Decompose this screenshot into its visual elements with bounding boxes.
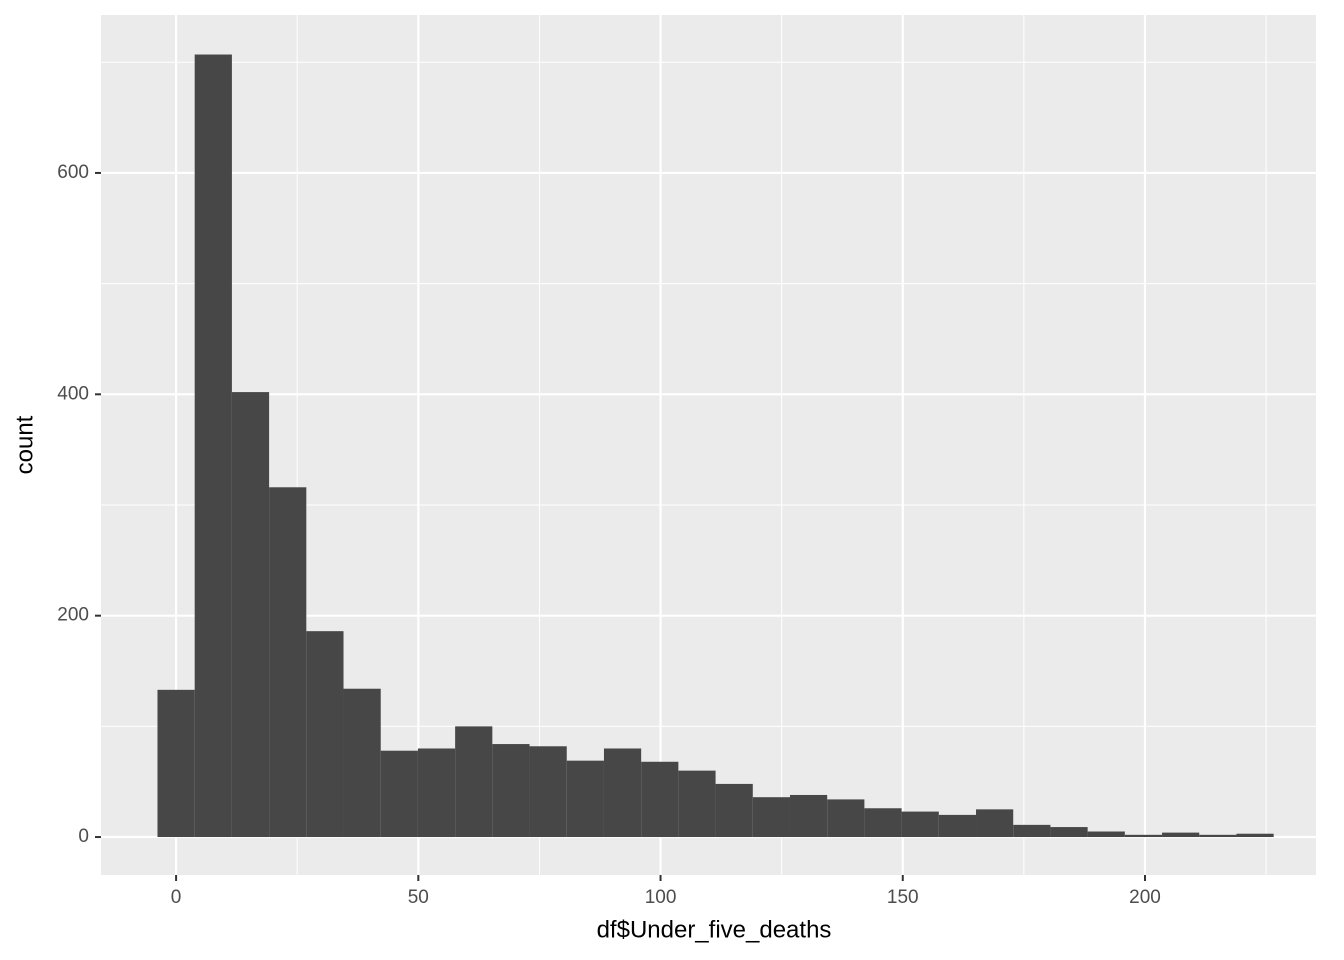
bar xyxy=(1087,831,1125,838)
y-axis-title: count xyxy=(11,415,38,474)
bar xyxy=(417,748,456,838)
x-tick-label: 0 xyxy=(171,887,182,908)
bar xyxy=(752,797,790,838)
bar xyxy=(380,750,418,838)
bar xyxy=(194,54,232,838)
bar xyxy=(157,689,195,838)
bar xyxy=(901,811,939,838)
y-tick-label: 0 xyxy=(78,826,89,847)
bar xyxy=(1162,832,1200,838)
x-tick-label: 50 xyxy=(408,887,429,908)
bar xyxy=(715,783,753,838)
bar xyxy=(1013,824,1051,838)
bar xyxy=(1050,827,1088,838)
bar xyxy=(827,799,865,838)
x-tick-label: 200 xyxy=(1129,887,1161,908)
bar xyxy=(306,631,344,838)
bar xyxy=(976,809,1014,838)
y-tick-label: 600 xyxy=(57,162,89,183)
bar xyxy=(1199,834,1237,838)
bar xyxy=(1236,833,1274,838)
bar xyxy=(492,744,530,838)
x-tick-label: 150 xyxy=(887,887,919,908)
y-tick-label: 200 xyxy=(57,605,89,626)
bar xyxy=(455,726,493,838)
bar xyxy=(231,392,270,838)
bar xyxy=(789,794,828,838)
y-tick-label: 400 xyxy=(57,383,89,404)
bar xyxy=(641,761,679,838)
bar xyxy=(864,808,902,838)
bar xyxy=(603,748,642,838)
bar xyxy=(269,487,307,838)
bar xyxy=(343,688,381,838)
bar xyxy=(1124,834,1163,838)
bar xyxy=(529,746,567,838)
x-tick-label: 100 xyxy=(645,887,677,908)
bar xyxy=(938,814,977,838)
bar xyxy=(678,770,716,838)
x-axis-title: df$Under_five_deaths xyxy=(597,916,832,943)
bar xyxy=(566,760,604,838)
